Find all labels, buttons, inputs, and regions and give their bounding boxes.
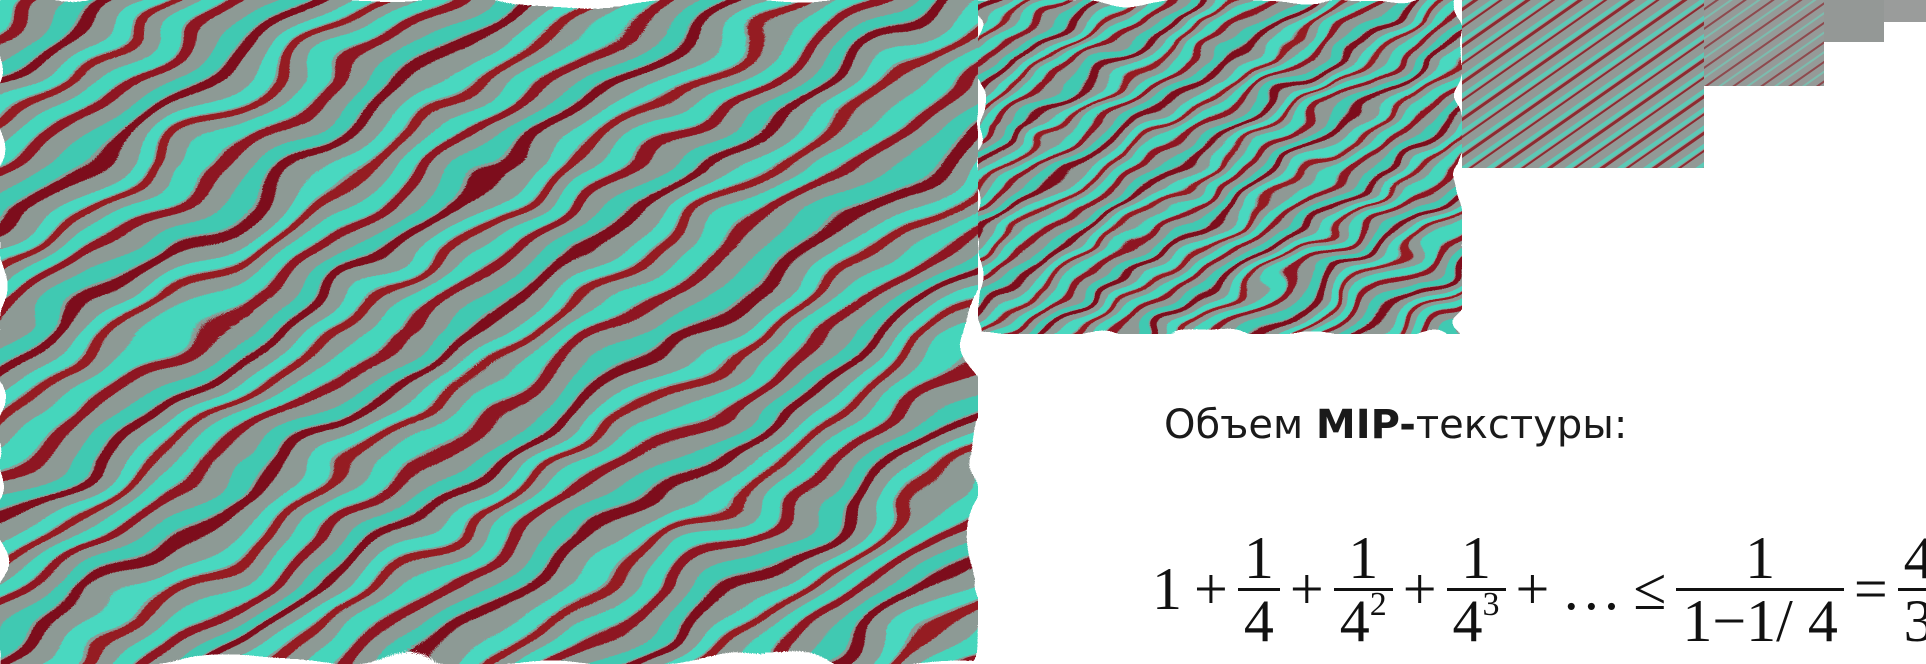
fraction-1-4-cubed: 1 43 — [1447, 528, 1506, 651]
caption-suffix: текстуры: — [1416, 402, 1627, 448]
formula-plus-3: + — [1403, 559, 1437, 619]
formula-ellipsis: … — [1561, 559, 1621, 619]
formula-plus-1: + — [1194, 559, 1228, 619]
mip-level-3 — [1704, 0, 1824, 86]
fraction-1-4: 1 4 — [1238, 528, 1280, 651]
fraction-2-numerator: 1 — [1342, 528, 1384, 588]
mip-level-2 — [1462, 0, 1704, 168]
fraction-2-exponent: 2 — [1370, 586, 1387, 623]
mip-volume-formula: 1 + 1 4 + 1 42 + 1 43 + … ≤ 1 1−1/ 4 = 4… — [1146, 524, 1926, 654]
fraction-1-4-squared: 1 42 — [1334, 528, 1393, 651]
formula-leq: ≤ — [1633, 559, 1666, 619]
fraction-1-numerator: 1 — [1238, 528, 1280, 588]
mip-level-0 — [0, 0, 978, 664]
fraction-3-denominator: 43 — [1447, 588, 1506, 651]
formula-plus-4: + — [1516, 559, 1550, 619]
fraction-2-base: 4 — [1340, 588, 1370, 654]
formula-one: 1 — [1152, 559, 1182, 619]
fraction-1-denominator: 4 — [1238, 588, 1280, 651]
caption-bold: MIP- — [1316, 402, 1416, 448]
caption-prefix: Объем — [1164, 402, 1316, 448]
fraction-3-base: 4 — [1453, 588, 1483, 654]
mip-level-1 — [978, 0, 1462, 334]
formula-equals: = — [1854, 559, 1888, 619]
fraction-result-denominator: 3 — [1898, 588, 1926, 651]
fraction-result: 4 3 — [1898, 528, 1926, 651]
mip-level-5 — [1884, 0, 1926, 22]
fraction-sum-numerator: 1 — [1739, 528, 1781, 588]
mip-volume-caption: Объем MIP-текстуры: — [1164, 402, 1627, 448]
formula-plus-2: + — [1290, 559, 1324, 619]
fraction-series-sum: 1 1−1/ 4 — [1676, 528, 1844, 651]
mip-level-4 — [1824, 0, 1884, 42]
fraction-2-denominator: 42 — [1334, 588, 1393, 651]
fraction-result-numerator: 4 — [1898, 528, 1926, 588]
fraction-3-exponent: 3 — [1483, 586, 1500, 623]
fraction-3-numerator: 1 — [1455, 528, 1497, 588]
fraction-sum-denominator: 1−1/ 4 — [1676, 588, 1844, 651]
